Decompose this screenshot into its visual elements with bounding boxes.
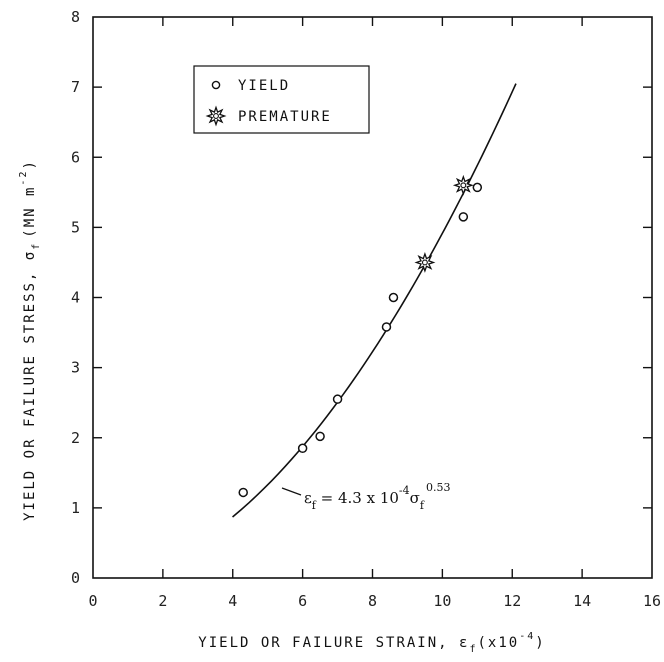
legend-box	[193, 65, 370, 134]
equation-sigma-sub: f	[420, 499, 425, 512]
equation-leader-line	[281, 487, 302, 496]
y-tick-label: 6	[71, 148, 80, 166]
y-axis-label-unit: (MN m	[22, 186, 38, 238]
x-axis-label-unit: (x10	[477, 635, 519, 651]
axis-ticks	[93, 17, 652, 578]
fit-equation: εf = 4.3 x 10-4σf0.53	[304, 481, 450, 512]
x-tick-label: 2	[158, 592, 167, 610]
x-tick-label: 12	[503, 592, 521, 610]
equation-mid-exp: -4	[399, 484, 410, 497]
x-tick-labels: 0 2 4 6 8 10 12 14 16	[88, 592, 661, 610]
equation-sigma: σ	[410, 489, 420, 507]
y-tick-labels: 0 1 2 3 4 5 6 7 8	[71, 8, 80, 587]
point-yield	[472, 182, 483, 193]
point-yield	[458, 212, 469, 222]
y-tick-label: 3	[71, 359, 80, 377]
x-axis-label-unit-close: )	[535, 635, 545, 651]
point-yield	[297, 443, 308, 454]
point-yield	[388, 292, 399, 303]
x-axis-label-main: YIELD OR FAILURE STRAIN, ε	[198, 635, 469, 651]
point-yield	[315, 431, 325, 442]
legend-label-premature: PREMATURE	[238, 109, 332, 125]
x-tick-label: 16	[643, 592, 661, 610]
x-tick-label: 8	[368, 592, 377, 610]
y-tick-label: 5	[71, 218, 80, 236]
data-points	[238, 174, 483, 498]
equation-lhs-sub: f	[312, 499, 317, 512]
x-tick-label: 4	[228, 592, 237, 610]
point-premature	[414, 251, 436, 273]
point-premature-center	[421, 259, 428, 266]
y-tick-label: 2	[71, 429, 80, 447]
point-yield	[381, 322, 392, 332]
y-tick-label: 0	[71, 569, 80, 587]
y-axis-label-unit-close: )	[22, 159, 38, 169]
y-tick-label: 1	[71, 499, 80, 517]
point-premature-center	[460, 182, 467, 189]
y-axis-label-main: YIELD OR FAILURE STRESS, σ	[22, 250, 38, 521]
point-premature	[452, 174, 474, 196]
equation-exponent: 0.53	[426, 481, 451, 494]
legend-star-shape	[205, 105, 227, 127]
legend-star-shape-center	[213, 113, 219, 119]
x-tick-label: 0	[88, 592, 97, 610]
fit-curve-line	[232, 83, 517, 518]
x-tick-label: 6	[298, 592, 307, 610]
y-tick-label: 8	[71, 8, 80, 26]
x-tick-label: 10	[433, 592, 451, 610]
legend-label-yield: YIELD	[238, 78, 290, 94]
legend-star-marker	[205, 105, 227, 127]
equation-lhs: ε	[304, 489, 312, 507]
point-yield	[238, 487, 248, 498]
y-axis-label: YIELD OR FAILURE STRESS, σf (MN m-2)	[18, 159, 42, 521]
x-tick-label: 14	[573, 592, 591, 610]
y-axis-label-sub: f	[31, 242, 42, 250]
legend: YIELD PREMATURE	[193, 65, 370, 134]
y-axis-label-unit-exp: -2	[18, 170, 29, 186]
x-axis-label: YIELD OR FAILURE STRAIN, εf(x10-4)	[198, 631, 545, 655]
x-axis-label-unit-exp: -4	[519, 631, 535, 642]
y-tick-label: 4	[71, 289, 80, 307]
point-yield	[332, 394, 343, 404]
equation-mid: = 4.3 x 10	[316, 489, 399, 507]
legend-circle-marker	[211, 80, 221, 90]
x-axis-label-sub: f	[469, 644, 477, 655]
y-tick-label: 7	[71, 78, 80, 96]
